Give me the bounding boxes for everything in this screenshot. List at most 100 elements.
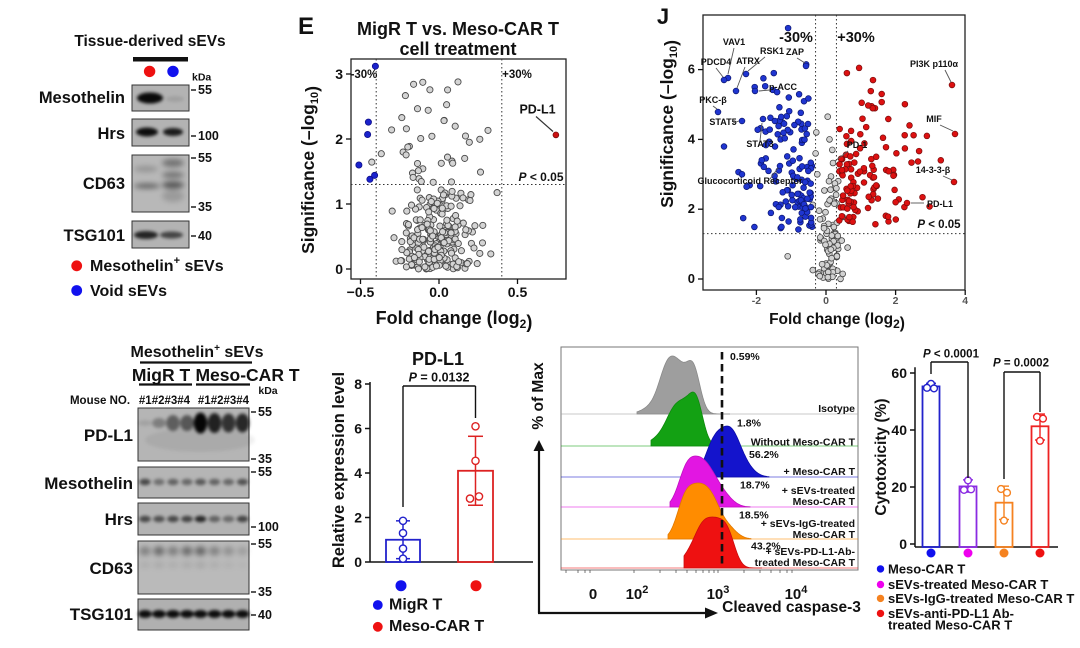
svg-text:+30%: +30% — [837, 30, 875, 46]
svg-text:35: 35 — [258, 585, 272, 599]
svg-text:P < 0.0001: P < 0.0001 — [923, 349, 980, 361]
svg-text:PD-L1: PD-L1 — [84, 426, 133, 445]
svg-text:Relative expression level: Relative expression level — [330, 372, 348, 568]
svg-text:4: 4 — [688, 131, 696, 146]
svg-text:% of Max: % of Max — [530, 362, 547, 430]
svg-text:0.0: 0.0 — [429, 284, 449, 300]
svg-text:E: E — [298, 13, 314, 40]
svg-text:VAV1: VAV1 — [723, 37, 745, 47]
svg-text:Mesothelin+ sEVs: Mesothelin+ sEVs — [131, 343, 264, 361]
svg-text:Isotype: Isotype — [818, 403, 855, 415]
svg-text:100: 100 — [258, 520, 279, 534]
svg-text:20: 20 — [891, 479, 907, 495]
svg-text:Meso-CAR T: Meso-CAR T — [195, 365, 299, 385]
svg-text:0.5: 0.5 — [508, 284, 528, 300]
svg-text:Hrs: Hrs — [97, 125, 125, 143]
svg-text:+30%: +30% — [502, 69, 532, 81]
svg-text:−0.5: −0.5 — [347, 284, 375, 300]
svg-text:MIF: MIF — [926, 114, 942, 124]
svg-text:0: 0 — [589, 586, 597, 603]
svg-text:treated Meso-CAR T: treated Meso-CAR T — [888, 618, 1012, 633]
svg-text:2: 2 — [335, 131, 343, 147]
svg-text:sEVs-IgG-treated Meso-CAR T: sEVs-IgG-treated Meso-CAR T — [888, 591, 1074, 606]
svg-text:Meso-CAR T: Meso-CAR T — [389, 618, 484, 635]
svg-text:J: J — [657, 4, 669, 29]
svg-text:PD-L1: PD-L1 — [412, 349, 464, 369]
svg-text:55: 55 — [198, 151, 212, 165]
svg-text:sEVs-anti-PD-L1 Ab-: sEVs-anti-PD-L1 Ab- — [888, 606, 1014, 621]
svg-text:6: 6 — [354, 421, 362, 437]
svg-text:cell treatment: cell treatment — [399, 39, 516, 59]
svg-text:8: 8 — [354, 376, 362, 392]
svg-text:18.5%: 18.5% — [739, 510, 769, 522]
svg-text:Cleaved caspase-3: Cleaved caspase-3 — [722, 599, 861, 616]
svg-text:PD-L1: PD-L1 — [519, 103, 555, 117]
svg-text:Mesothelin: Mesothelin — [44, 474, 133, 493]
svg-text:Void sEVs: Void sEVs — [90, 283, 167, 300]
svg-text:#1#2#3#4: #1#2#3#4 — [139, 395, 191, 407]
svg-text:0.59%: 0.59% — [730, 351, 760, 363]
svg-text:+ sEVs-treated: + sEVs-treated — [782, 485, 855, 497]
svg-text:sEVs-treated Meso-CAR T: sEVs-treated Meso-CAR T — [888, 577, 1048, 592]
svg-text:4: 4 — [354, 465, 362, 481]
svg-text:ZAP: ZAP — [786, 47, 804, 57]
svg-text:35: 35 — [198, 200, 212, 214]
svg-text:Glucocorticoid Receptor: Glucocorticoid Receptor — [697, 176, 803, 186]
svg-text:60: 60 — [891, 365, 907, 381]
svg-text:40: 40 — [891, 422, 907, 438]
svg-text:Meso-CAR T: Meso-CAR T — [888, 561, 965, 576]
svg-text:-30%: -30% — [351, 69, 378, 81]
svg-text:2: 2 — [354, 510, 362, 526]
svg-text:PD-1: PD-1 — [847, 140, 868, 150]
svg-text:Cytotoxicity (%): Cytotoxicity (%) — [873, 398, 890, 515]
svg-text:ATRX: ATRX — [736, 56, 760, 66]
svg-text:3: 3 — [335, 66, 343, 82]
svg-text:P = 0.0002: P = 0.0002 — [993, 358, 1049, 370]
svg-text:0: 0 — [899, 536, 907, 552]
svg-text:0: 0 — [823, 295, 829, 307]
svg-text:kDa: kDa — [258, 385, 277, 397]
svg-text:P < 0.05: P < 0.05 — [917, 219, 961, 231]
svg-text:100: 100 — [198, 129, 219, 143]
svg-text:p-ACC: p-ACC — [769, 82, 797, 92]
svg-text:MigR T: MigR T — [389, 597, 443, 614]
svg-text:56.2%: 56.2% — [749, 449, 779, 461]
svg-text:40: 40 — [258, 608, 272, 622]
svg-text:Meso-CAR T: Meso-CAR T — [793, 529, 856, 541]
svg-text:Mesothelin+ sEVs: Mesothelin+ sEVs — [90, 255, 224, 275]
svg-text:0: 0 — [354, 554, 362, 570]
svg-text:35: 35 — [258, 452, 272, 466]
svg-text:14-3-3-β: 14-3-3-β — [916, 165, 951, 175]
svg-text:PDCD4: PDCD4 — [701, 57, 732, 67]
svg-text:0: 0 — [688, 271, 695, 286]
svg-text:2: 2 — [688, 201, 695, 216]
svg-text:1.8%: 1.8% — [737, 418, 762, 430]
svg-text:+ sEVs-PD-L1-Ab-: + sEVs-PD-L1-Ab- — [765, 546, 855, 558]
svg-text:40: 40 — [198, 229, 212, 243]
svg-text:2: 2 — [893, 295, 899, 307]
svg-text:Without Meso-CAR T: Without Meso-CAR T — [751, 437, 856, 449]
svg-text:55: 55 — [258, 405, 272, 419]
svg-text:STAT5: STAT5 — [709, 117, 736, 127]
svg-text:PKC-β: PKC-β — [699, 95, 727, 105]
svg-text:treated Meso-CAR T: treated Meso-CAR T — [755, 557, 856, 569]
svg-text:1: 1 — [335, 196, 343, 212]
svg-text:Tissue-derived sEVs: Tissue-derived sEVs — [74, 33, 225, 50]
svg-text:TSG101: TSG101 — [64, 227, 125, 245]
svg-text:CD63: CD63 — [90, 559, 133, 578]
svg-text:Mouse NO.: Mouse NO. — [70, 395, 130, 407]
svg-text:4: 4 — [962, 295, 968, 307]
svg-text:18.7%: 18.7% — [740, 480, 770, 492]
svg-text:MigR T vs. Meso-CAR T: MigR T vs. Meso-CAR T — [357, 19, 559, 39]
svg-text:-2: -2 — [752, 295, 761, 307]
svg-text:#1#2#3#4: #1#2#3#4 — [198, 395, 250, 407]
svg-text:RSK1: RSK1 — [760, 46, 784, 56]
svg-text:Fold change (log2): Fold change (log2) — [769, 311, 905, 332]
svg-text:43.2%: 43.2% — [751, 541, 781, 553]
svg-text:55: 55 — [198, 83, 212, 97]
svg-text:+ Meso-CAR T: + Meso-CAR T — [784, 466, 856, 478]
svg-text:kDa: kDa — [192, 72, 211, 84]
svg-text:55: 55 — [258, 537, 272, 551]
svg-text:STAT3: STAT3 — [746, 139, 773, 149]
svg-text:Mesothelin: Mesothelin — [39, 89, 125, 107]
